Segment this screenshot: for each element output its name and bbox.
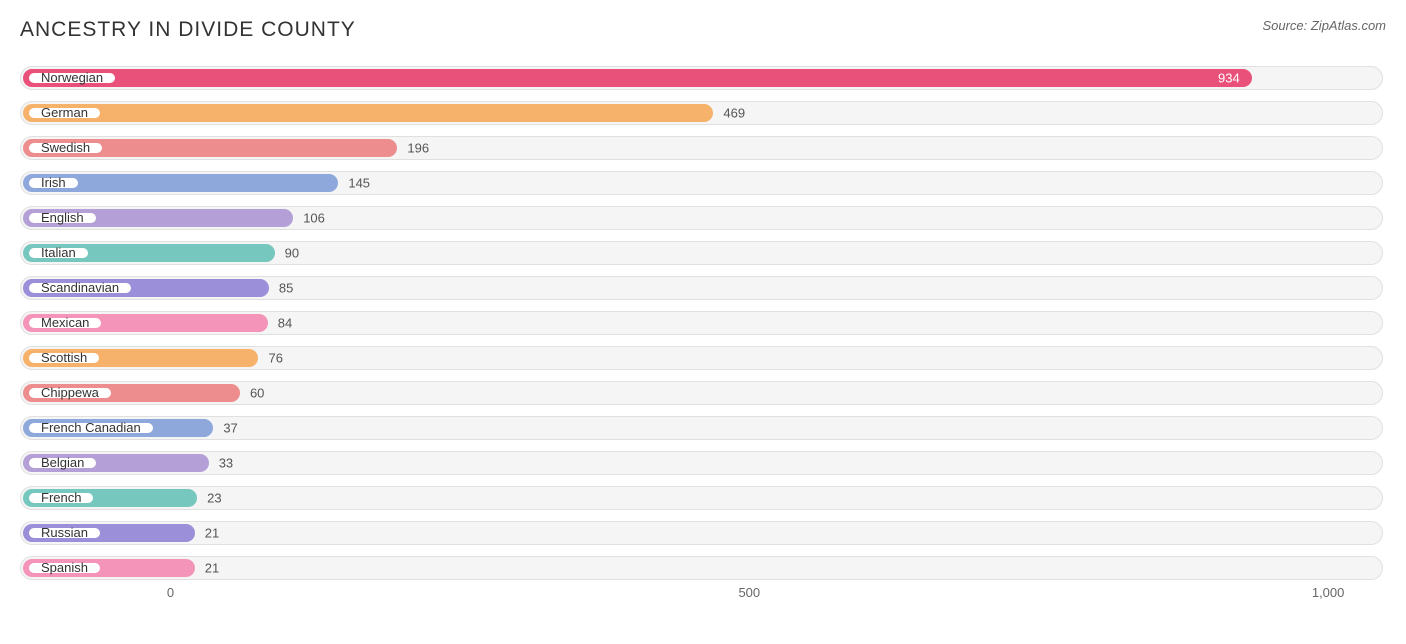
- axis-tick-label: 500: [738, 585, 760, 600]
- bar-row: Spanish 21: [20, 550, 1386, 585]
- bar-value-label: 76: [268, 350, 282, 365]
- bar-row: Mexican 84: [20, 305, 1386, 340]
- bar-category-label: Italian: [26, 245, 91, 261]
- bar-category-label: Mexican: [26, 315, 104, 331]
- bar-category-label: Scandinavian: [26, 280, 134, 296]
- bar-category-label: Chippewa: [26, 385, 114, 401]
- bar-value-label: 23: [207, 490, 221, 505]
- bar-value-label: 106: [303, 210, 325, 225]
- bar-track: [20, 521, 1383, 545]
- bar-value-label: 60: [250, 385, 264, 400]
- bar-category-label: Belgian: [26, 455, 99, 471]
- bar-value-label: 196: [407, 140, 429, 155]
- bar-value-label: 37: [223, 420, 237, 435]
- bar-row: Belgian 33: [20, 445, 1386, 480]
- bar-category-label: Scottish: [26, 350, 102, 366]
- bar-row: Irish 145: [20, 165, 1386, 200]
- chart-source: Source: ZipAtlas.com: [1262, 18, 1386, 33]
- bar-category-label: Swedish: [26, 140, 105, 156]
- bars-container: Norwegian 934 German 469 Swedish 196 Irish 145 E…: [20, 60, 1386, 585]
- bar-category-label: French Canadian: [26, 420, 156, 436]
- bar-value-label: 33: [219, 455, 233, 470]
- bar-track: [20, 556, 1383, 580]
- axis-tick-label: 0: [167, 585, 174, 600]
- bar-row: English 106: [20, 200, 1386, 235]
- bar-category-label: Irish: [26, 175, 81, 191]
- axis-tick-label: 1,000: [1312, 585, 1345, 600]
- bar-row: French Canadian 37: [20, 410, 1386, 445]
- bar-row: Scottish 76: [20, 340, 1386, 375]
- bar-row: German 469: [20, 95, 1386, 130]
- bar-category-label: Spanish: [26, 560, 103, 576]
- bar-row: Norwegian 934: [20, 60, 1386, 95]
- chart-header: ANCESTRY IN DIVIDE COUNTY Source: ZipAtl…: [20, 18, 1386, 42]
- bar-value-label: 90: [285, 245, 299, 260]
- bar-row: Italian 90: [20, 235, 1386, 270]
- bar-row: Russian 21: [20, 515, 1386, 550]
- bar-value-label: 21: [205, 560, 219, 575]
- bar-value-label: 145: [348, 175, 370, 190]
- x-axis: 0 500 1,000: [20, 585, 1386, 615]
- bar-category-label: Norwegian: [26, 70, 118, 86]
- bar-row: French 23: [20, 480, 1386, 515]
- bar-row: Chippewa 60: [20, 375, 1386, 410]
- bar-row: Scandinavian 85: [20, 270, 1386, 305]
- chart-area: Norwegian 934 German 469 Swedish 196 Irish 145 E…: [20, 60, 1386, 615]
- bar-category-label: French: [26, 490, 96, 506]
- bar-category-label: German: [26, 105, 103, 121]
- bar-value-label: 21: [205, 525, 219, 540]
- bar-row: Swedish 196: [20, 130, 1386, 165]
- bar-value-label: 85: [279, 280, 293, 295]
- chart-title: ANCESTRY IN DIVIDE COUNTY: [20, 18, 356, 42]
- bar-value-label: 469: [723, 105, 745, 120]
- bar-fill: [23, 69, 1252, 87]
- bar-fill: [23, 104, 713, 122]
- bar-category-label: English: [26, 210, 99, 226]
- bar-value-label: 934: [1218, 70, 1240, 85]
- bar-category-label: Russian: [26, 525, 103, 541]
- bar-track: [20, 486, 1383, 510]
- bar-value-label: 84: [278, 315, 292, 330]
